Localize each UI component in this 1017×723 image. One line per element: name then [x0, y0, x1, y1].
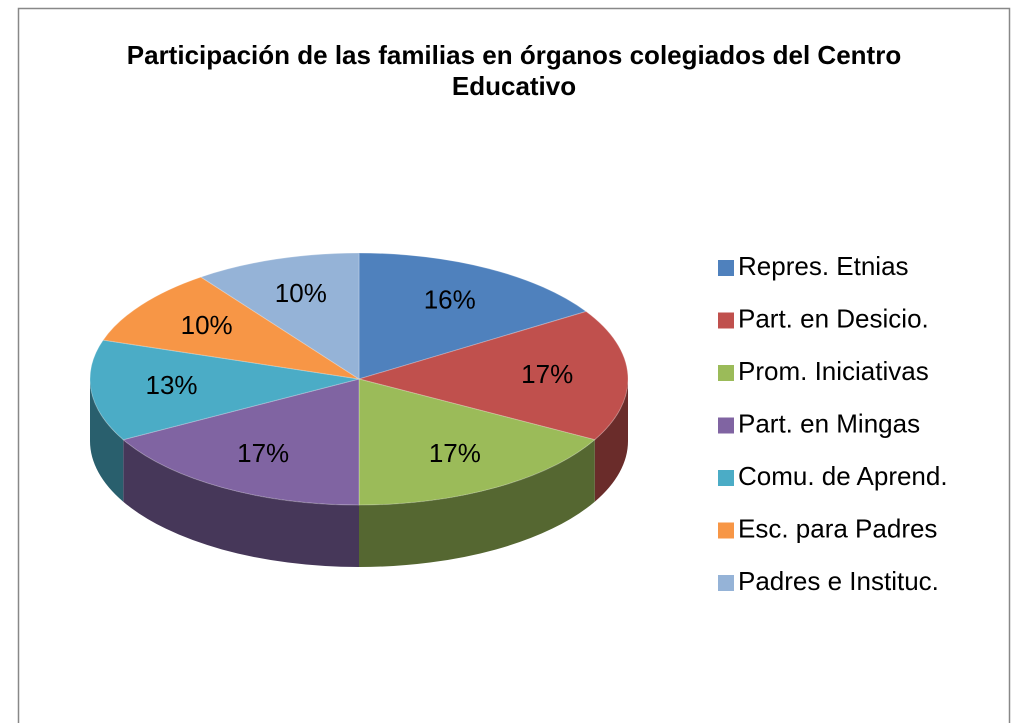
pie-slice [122, 378, 360, 506]
pie-slice [199, 252, 360, 380]
legend-swatch [718, 312, 734, 329]
pie-slice [358, 378, 596, 506]
pie-slice [358, 252, 588, 380]
legend-label: Part. en Desicio. [738, 303, 929, 333]
legend-label: Comu. de Aprend. [738, 461, 948, 491]
pie-slice-side [123, 439, 360, 567]
legend-swatch [718, 417, 734, 434]
legend-label: Prom. Iniciativas [738, 356, 929, 386]
data-label: 10% [181, 310, 233, 340]
legend-swatch [718, 575, 734, 591]
data-label: 13% [146, 370, 198, 400]
legend-swatch [718, 522, 734, 539]
legend-label: Part. en Mingas [738, 408, 920, 438]
pie-slice-side [90, 379, 124, 502]
legend-label: Esc. para Padres [738, 513, 937, 543]
pie-slice [89, 339, 360, 441]
data-label: 17% [429, 438, 481, 468]
data-label: 17% [237, 438, 289, 468]
legend-label: Repres. Etnias [738, 251, 909, 281]
pie-slice [102, 276, 360, 380]
legend-swatch [718, 260, 734, 276]
pie-slice [357, 310, 629, 441]
legend-swatch [718, 470, 734, 486]
chart-border [17, 7, 1011, 723]
legend-swatch [718, 365, 734, 381]
chart-title: Participación de las familias en órganos… [126, 40, 902, 101]
legend-label: Padres e Instituc. [738, 566, 939, 596]
data-label: 16% [424, 285, 476, 315]
pie-slice-side [359, 439, 595, 567]
data-label: 17% [521, 359, 573, 389]
pie-slice-side [594, 379, 628, 502]
data-label: 10% [275, 278, 327, 308]
